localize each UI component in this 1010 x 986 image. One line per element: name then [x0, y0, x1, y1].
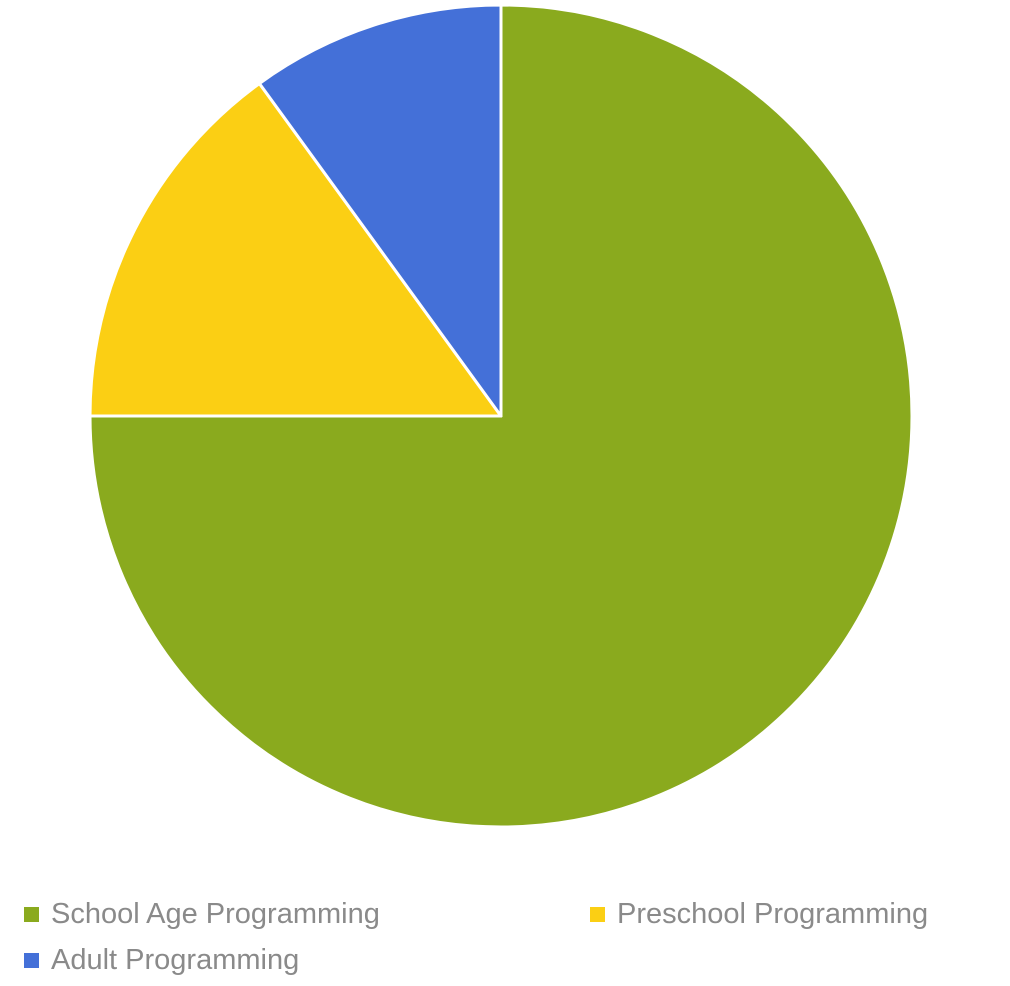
pie-slices [88, 3, 914, 829]
legend-swatch [24, 952, 39, 968]
legend-swatch [24, 906, 39, 922]
legend-label: Adult Programming [51, 944, 300, 976]
legend-item-school-age: School Age Programming [24, 894, 380, 934]
pie-slice-adult-programming [257, 3, 503, 418]
pie-chart [88, 3, 914, 829]
pie-slice-school-age-programming [88, 3, 914, 829]
legend-item-adult: Adult Programming [24, 940, 299, 980]
legend-label: Preschool Programming [617, 898, 929, 930]
pie-slice-preschool-programming [88, 81, 503, 418]
legend-swatch [590, 906, 605, 922]
legend-item-preschool: Preschool Programming [590, 894, 928, 934]
legend-label: School Age Programming [51, 898, 380, 930]
